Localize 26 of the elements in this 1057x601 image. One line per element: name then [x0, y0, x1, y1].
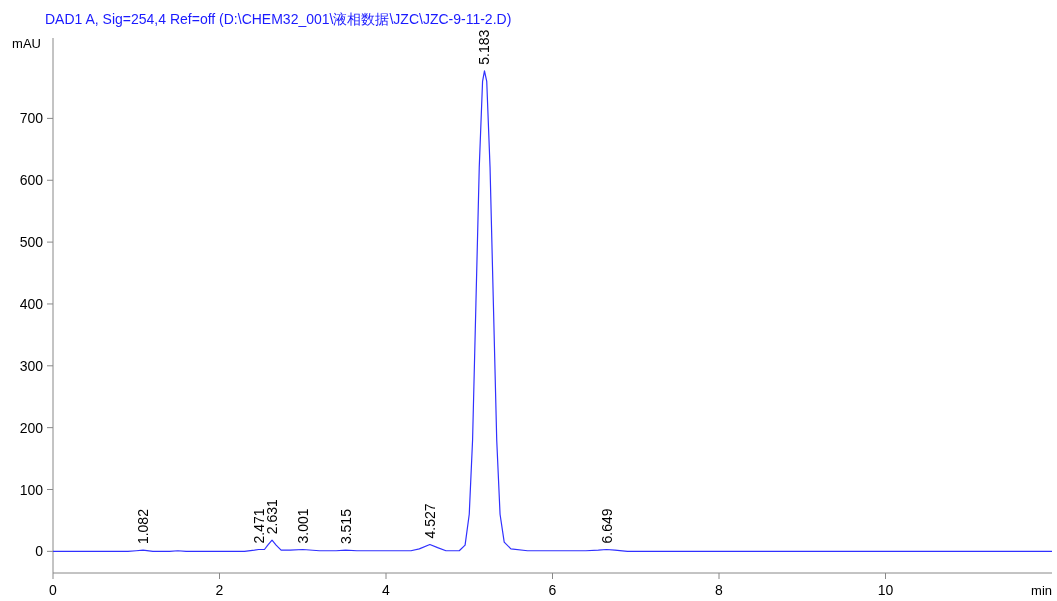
annotation: 1.082 — [135, 508, 152, 545]
y-axis-title: mAU — [12, 36, 41, 51]
y-tick-label: 300 — [19, 357, 44, 374]
y-tick-label: 200 — [19, 419, 44, 436]
annotation: 5.183 — [476, 29, 493, 65]
y-tick-label: 500 — [19, 234, 44, 251]
line-series — [52, 70, 1053, 552]
annotation: 3.515 — [337, 508, 354, 545]
y-tick-label: 700 — [19, 110, 44, 127]
x-tick-label: 10 — [877, 582, 894, 598]
chart-title: DAD1 A, Sig=254,4 Ref=off (D:\CHEM32_001\液相数据\JZC\JZC-9-11-2.D) — [45, 11, 512, 27]
x-tick-label: 4 — [382, 582, 391, 598]
x-tick-label: 2 — [215, 582, 224, 598]
x-tick-label: 6 — [548, 582, 557, 598]
annotation: 2.631 — [264, 498, 281, 535]
x-tick-label: 8 — [715, 582, 724, 598]
y-tick-label: 400 — [19, 295, 44, 312]
annotation: 2.471 — [250, 508, 267, 544]
x-axis-title: min — [1031, 583, 1052, 598]
annotation: 4.527 — [421, 503, 438, 539]
y-tick-label: 0 — [35, 543, 44, 560]
y-tick-label: 600 — [19, 172, 44, 189]
annotation: 6.649 — [598, 508, 615, 544]
annotation: 3.001 — [294, 508, 311, 544]
x-tick-label: 0 — [49, 582, 58, 598]
y-tick-label: 100 — [19, 481, 44, 498]
